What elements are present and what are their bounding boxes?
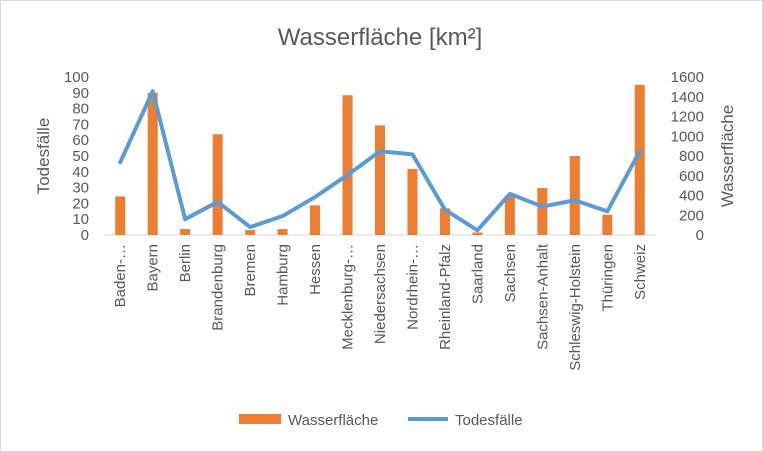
bar [342,95,353,235]
bar [147,92,158,235]
bar [634,84,645,236]
y-tick-label: 40 [72,164,89,181]
category-label: Saarland [469,244,486,304]
y2-axis-ticks: 0 200 400 600 800 1000 1200 1400 1600 [671,69,704,244]
chart-title: Wasserfläche [km²] [278,24,482,51]
y-tick-label: 60 [72,132,89,149]
bar [602,214,613,235]
category-label: Niedersachsen [372,244,389,344]
bar [375,125,385,235]
bar [212,134,223,235]
y2-tick-label: 1400 [671,89,704,106]
bar [310,205,321,235]
y-tick-label: 0 [81,227,89,244]
category-label: Schweiz [632,244,649,300]
category-label: Brandenburg [210,244,227,331]
legend-swatch-bar [239,414,281,424]
category-labels: Baden-… Bayern Berlin Brandenburg Bremen Hamb… [112,243,649,371]
bar [115,196,126,235]
category-label: Bayern [145,244,162,292]
bar [537,188,548,235]
legend-label-line: Todesfälle [455,412,523,429]
category-label: Bremen [242,244,259,297]
bar [245,230,256,235]
y-tick-label: 30 [72,180,89,197]
y2-tick-label: 0 [696,227,704,244]
y2-tick-label: 1000 [671,128,704,145]
y-tick-label: 100 [64,69,89,86]
category-label: Hessen [307,244,324,295]
y-tick-label: 70 [72,116,89,133]
y2-tick-label: 200 [679,207,704,224]
y2-tick-label: 800 [679,148,704,165]
series-line [118,89,642,233]
category-label: Hamburg [275,244,292,306]
category-label: Mecklenburg-… [340,244,357,350]
category-label: Sachsen [502,244,519,302]
category-label: Baden-… [112,244,129,307]
category-label: Nordrhein-… [404,244,421,330]
category-label: Berlin [177,244,194,282]
legend-label-bar: Wasserfläche [288,412,378,429]
y2-axis-title: Wasserfläche [718,105,737,207]
category-label: Sachsen-Anhalt [534,243,551,350]
y-tick-label: 80 [72,101,89,118]
category-label: Rheinland-Pfalz [437,244,454,350]
y2-tick-label: 600 [679,168,704,185]
category-label: Thüringen [599,244,616,312]
y-axis-title: Todesfälle [34,118,53,195]
y2-tick-label: 400 [679,188,704,205]
bar [569,156,580,235]
y-tick-label: 50 [72,148,89,165]
y2-tick-label: 1200 [671,109,704,126]
y-tick-label: 20 [72,195,89,212]
bar [439,208,450,235]
line-series [118,89,642,233]
bar-series [115,84,645,236]
category-label: Schleswig-Holstein [567,244,584,371]
legend: Wasserfläche Todesfälle [239,412,523,429]
bar [472,232,483,235]
bar [180,229,191,235]
y2-tick-label: 1600 [671,69,704,86]
y-tick-label: 10 [72,211,89,228]
bar [407,168,418,235]
bar [504,196,515,235]
bar [277,229,288,235]
y-tick-label: 90 [72,85,89,102]
